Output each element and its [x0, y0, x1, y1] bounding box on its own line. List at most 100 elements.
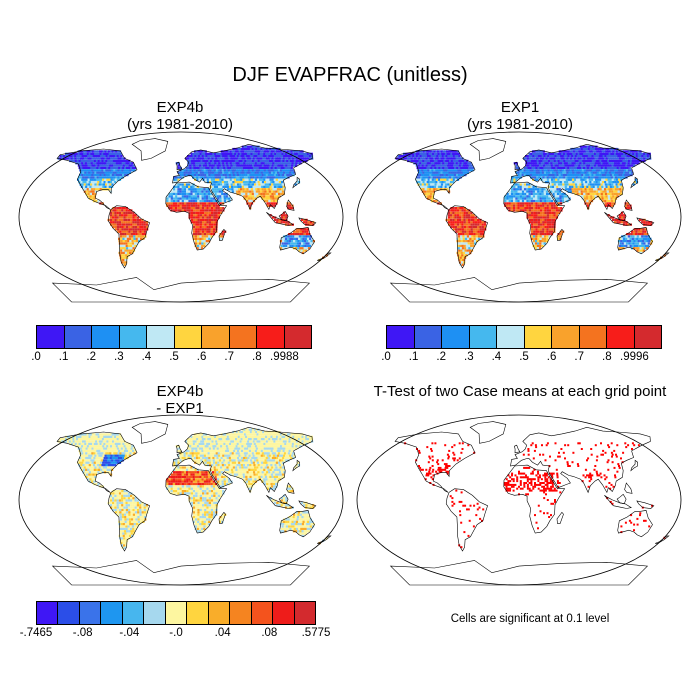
grid-cell	[190, 209, 193, 212]
grid-cell	[97, 173, 100, 177]
grid-cell	[583, 173, 586, 177]
grid-cell	[558, 190, 562, 193]
grid-cell	[544, 230, 547, 233]
grid-cell	[77, 438, 81, 441]
grid-cell	[541, 190, 544, 193]
grid-cell	[248, 145, 251, 148]
grid-cell	[213, 221, 216, 224]
grid-cell	[289, 164, 292, 167]
grid-cell	[576, 190, 579, 193]
grid-cell	[599, 178, 602, 181]
grid-cell	[170, 199, 173, 203]
grid-cell	[567, 159, 570, 163]
grid-cell	[307, 223, 310, 226]
grid-cell	[587, 192, 590, 196]
grid-cell	[247, 162, 250, 165]
grid-cell	[206, 223, 209, 226]
grid-cell	[275, 183, 278, 186]
grid-cell	[295, 230, 298, 233]
grid-cell	[442, 150, 445, 153]
grid-cell	[87, 155, 90, 158]
grid-cell	[454, 164, 458, 167]
grid-cell	[130, 225, 133, 229]
grid-cell	[266, 171, 270, 174]
grid-cell	[98, 171, 101, 174]
grid-cell	[449, 150, 452, 153]
grid-cell	[581, 192, 584, 196]
grid-cell	[83, 438, 86, 441]
grid-cell	[553, 228, 556, 231]
grid-cell	[203, 169, 206, 172]
grid-cell	[92, 171, 95, 174]
grid-cell	[551, 209, 554, 212]
grid-cell	[170, 195, 173, 198]
grid-cell	[225, 169, 228, 172]
grid-cell	[105, 173, 108, 177]
grid-cell	[208, 164, 212, 167]
grid-cell	[421, 190, 425, 193]
grid-cell	[568, 173, 572, 177]
grid-cell	[221, 176, 224, 179]
grid-cell	[598, 192, 601, 196]
grid-cell	[604, 171, 608, 174]
grid-cell	[211, 216, 214, 219]
grid-cell	[459, 209, 462, 212]
grid-cell	[243, 157, 246, 160]
grid-cell	[612, 218, 615, 222]
grid-cell	[564, 171, 567, 174]
grid-cell	[107, 164, 110, 167]
grid-cell	[574, 181, 577, 184]
grid-cell	[523, 169, 526, 172]
grid-cell	[189, 164, 192, 167]
grid-cell	[210, 228, 214, 231]
grid-cell	[469, 237, 472, 240]
grid-cell	[462, 258, 465, 262]
grid-cell	[450, 216, 453, 219]
grid-cell	[443, 183, 446, 186]
grid-cell	[443, 164, 446, 167]
grid-cell	[124, 171, 127, 174]
grid-cell	[111, 155, 114, 158]
grid-cell	[595, 173, 598, 177]
grid-cell	[419, 183, 422, 186]
grid-cell	[577, 169, 580, 172]
grid-cell	[248, 155, 251, 158]
grid-cell	[638, 244, 641, 248]
grid-cell	[624, 240, 627, 243]
grid-cell	[246, 171, 249, 174]
grid-cell	[527, 166, 530, 170]
grid-cell	[427, 164, 430, 167]
grid-cell	[577, 185, 580, 188]
grid-cell	[286, 152, 290, 155]
grid-cell	[466, 249, 469, 252]
grid-cell	[108, 433, 111, 436]
grid-cell	[539, 197, 542, 200]
grid-cell	[216, 192, 219, 196]
grid-cell	[115, 164, 118, 167]
grid-cell	[301, 433, 304, 436]
grid-cell	[238, 178, 241, 181]
grid-cell	[594, 185, 598, 188]
grid-cell	[74, 157, 77, 160]
grid-cell	[121, 157, 124, 160]
grid-cell	[534, 242, 538, 245]
grid-cell	[283, 188, 286, 191]
grid-cell	[246, 155, 249, 158]
grid-cell	[274, 188, 277, 191]
grid-cell	[627, 162, 630, 165]
grid-cell	[575, 166, 578, 170]
grid-cell	[281, 433, 284, 436]
grid-cell	[193, 173, 197, 177]
grid-cell	[546, 159, 549, 163]
grid-cell	[266, 435, 270, 438]
grid-cell	[444, 162, 447, 165]
grid-cell	[118, 223, 122, 226]
grid-cell	[103, 155, 107, 158]
grid-cell	[637, 230, 640, 233]
grid-cell	[621, 188, 624, 191]
grid-cell	[241, 430, 244, 434]
grid-cell	[172, 199, 176, 203]
grid-cell	[463, 228, 467, 231]
grid-cell	[252, 185, 255, 188]
grid-cell	[117, 230, 120, 233]
